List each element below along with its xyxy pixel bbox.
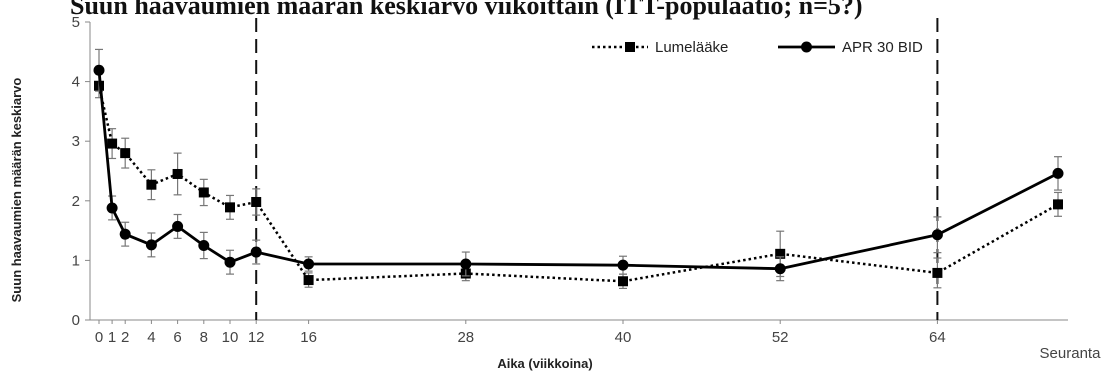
x-tick-label: 28 (457, 329, 474, 346)
data-point (250, 246, 262, 258)
series-line (97, 85, 1059, 283)
y-tick-label: 2 (72, 193, 80, 210)
data-point (198, 187, 209, 198)
data-point (93, 64, 105, 76)
series-placebo (94, 73, 1063, 290)
legend-marker (801, 41, 812, 53)
x-tick-label: 10 (222, 329, 239, 346)
data-point (119, 228, 131, 240)
data-point (120, 148, 131, 159)
chart-title: Suun haavaumien määrän keskiarvo viikoit… (70, 0, 863, 20)
legend-label: APR 30 BID (842, 39, 923, 56)
legend-label: Lumelääke (655, 39, 728, 56)
data-point (775, 248, 786, 259)
x-tick-label: 40 (615, 329, 632, 346)
reference-lines (255, 18, 939, 320)
y-tick-label: 4 (72, 74, 80, 91)
data-point (172, 220, 184, 232)
x-tick-label-followup: Seuranta (1040, 345, 1102, 362)
data-point (617, 259, 629, 271)
x-tick-label: 16 (300, 329, 317, 346)
x-tick-label: 52 (772, 329, 789, 346)
data-point (303, 258, 315, 270)
data-point (146, 179, 157, 190)
data-point (774, 263, 786, 275)
series-line (97, 70, 1059, 271)
x-tick-label: 0 (95, 329, 103, 346)
data-point (106, 202, 118, 214)
y-tick-label: 1 (72, 252, 80, 269)
x-tick-label: 2 (121, 329, 129, 346)
data-point (303, 275, 314, 286)
x-axis-title: Aika (viikkoina) (497, 356, 592, 371)
data-point (251, 196, 262, 207)
x-tick-label: 6 (173, 329, 181, 346)
data-point (618, 276, 628, 287)
legend: Lumelääke APR 30 BID (592, 39, 923, 56)
data-point (224, 256, 236, 268)
x-tick-label: 64 (929, 329, 946, 346)
data-point (172, 168, 183, 179)
data-point (225, 202, 235, 213)
data-point (145, 239, 157, 251)
data-point (198, 240, 210, 251)
series-apr (93, 48, 1064, 282)
y-axis-title: Suun haavaumien määrän keskiarvo (9, 78, 24, 303)
data-point (1052, 167, 1064, 179)
y-tick-label: 5 (72, 14, 80, 31)
y-tick-label: 3 (72, 133, 80, 150)
y-tick-label: 0 (72, 312, 80, 329)
series-layer (93, 48, 1064, 290)
x-tick-label: 8 (200, 329, 208, 346)
data-point (1053, 199, 1063, 210)
legend-marker (625, 42, 635, 52)
x-tick-label: 1 (108, 329, 116, 346)
x-tick-label: 12 (248, 329, 265, 346)
data-point (932, 267, 943, 278)
data-point (107, 138, 118, 149)
x-tick-label: 4 (147, 329, 155, 346)
data-point (931, 229, 943, 241)
data-point (460, 258, 472, 270)
